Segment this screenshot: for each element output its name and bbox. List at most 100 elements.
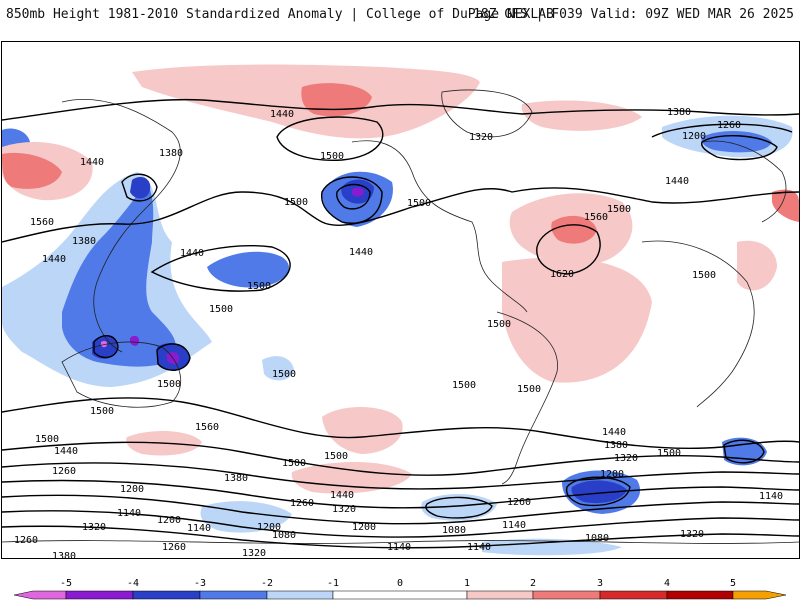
contour-low-1380 xyxy=(121,173,158,202)
contour-label: 1320 xyxy=(469,132,493,143)
contour-label: 1260 xyxy=(162,542,186,553)
neg-anomaly-strong-1 xyxy=(130,177,151,199)
pos-anomaly-natl-core xyxy=(551,215,597,244)
contour-low-ne2 xyxy=(651,123,793,138)
neg-anomaly-eurasia-core xyxy=(62,182,176,367)
valid-time: 18Z GFS | F039 Valid: 09Z WED MAR 26 202… xyxy=(473,7,794,22)
colorbar-tick: -3 xyxy=(194,578,206,589)
contour-label: 1560 xyxy=(584,212,608,223)
swatch-neg4 xyxy=(65,590,134,600)
colorbar-tick: 1 xyxy=(464,578,470,589)
coast-greenland xyxy=(441,89,533,138)
pos-anomaly-arabia xyxy=(737,240,777,291)
contour-label: 1260 xyxy=(14,535,38,546)
contour-1380-north xyxy=(521,109,799,116)
contour-high-natl xyxy=(536,224,601,275)
neg-anomaly-spac xyxy=(421,493,497,521)
contour-label: 1500 xyxy=(90,406,114,417)
contour-label: 1320 xyxy=(82,522,106,533)
contour-low-sio xyxy=(723,439,765,464)
height-contours xyxy=(2,98,799,549)
contour-label: 1200 xyxy=(120,484,144,495)
contour-label: 1440 xyxy=(665,176,689,187)
coast-africa xyxy=(641,240,755,408)
coast-antarctica xyxy=(2,540,799,544)
contour-label: 1080 xyxy=(272,530,296,541)
contour-label: 1380 xyxy=(72,236,96,247)
contour-label: 1620 xyxy=(550,269,574,280)
contour-low-spac xyxy=(425,496,493,519)
header: 850mb Height 1981-2010 Standardized Anom… xyxy=(0,0,800,36)
coastlines xyxy=(2,89,799,544)
pos-anomaly-europe-core xyxy=(2,152,62,189)
contour-label: 1080 xyxy=(442,525,466,536)
swatch-pos4 xyxy=(666,590,734,600)
contour-label: 1320 xyxy=(680,529,704,540)
contour-label: 1500 xyxy=(209,304,233,315)
contour-1440-south xyxy=(2,441,799,476)
contour-label: 1140 xyxy=(187,523,211,534)
contour-label: 1080 xyxy=(585,533,609,544)
contour-label: 1440 xyxy=(330,490,354,501)
contour-high-arctic xyxy=(276,116,384,161)
contour-label: 1500 xyxy=(324,451,348,462)
neg-anomaly-core-2 xyxy=(130,335,140,346)
swatch-neg5 xyxy=(13,590,67,600)
colorbar-swatches xyxy=(13,590,787,600)
pos-anomaly-spac xyxy=(322,406,403,454)
contour-label: 1140 xyxy=(387,542,411,553)
colorbar-tick: 3 xyxy=(597,578,603,589)
contour-label: 1560 xyxy=(195,422,219,433)
pos-anomaly-arctic-e xyxy=(521,100,642,131)
contour-1260-south xyxy=(2,494,799,525)
contour-1500-south xyxy=(2,397,799,449)
contour-label: 1560 xyxy=(30,217,54,228)
pos-anomaly-spac2 xyxy=(291,462,412,494)
contour-label: 1140 xyxy=(117,508,141,519)
contour-label: 1200 xyxy=(257,522,281,533)
colorbar: -5 -4 -3 -2 -1 0 1 2 3 4 5 xyxy=(13,578,787,600)
contour-low-npac2 xyxy=(336,183,371,210)
colorbar-tick: -4 xyxy=(127,578,139,589)
anomaly-fills xyxy=(2,64,799,556)
colorbar-tick: -1 xyxy=(327,578,339,589)
contour-label: 1500 xyxy=(657,448,681,459)
contour-label: 1500 xyxy=(282,458,306,469)
contour-label: 1440 xyxy=(54,446,78,457)
contour-label: 1260 xyxy=(290,498,314,509)
contour-label: 1380 xyxy=(667,107,691,118)
contour-label: 1500 xyxy=(607,204,631,215)
contour-label: 1140 xyxy=(467,542,491,553)
swatch-pos5 xyxy=(732,590,787,600)
contour-label: 1440 xyxy=(270,109,294,120)
contour-label: 1260 xyxy=(717,120,741,131)
contour-label: 1320 xyxy=(614,453,638,464)
pos-anomaly-atl-trop xyxy=(502,257,652,383)
neg-anomaly-wpac2 xyxy=(262,356,294,381)
contour-label: 1500 xyxy=(157,379,181,390)
contour-label: 1380 xyxy=(52,551,76,559)
colorbar-tick: -5 xyxy=(60,578,72,589)
swatch-neg2 xyxy=(199,590,268,600)
neg-anomaly-wpac xyxy=(207,251,290,288)
swatch-neg3 xyxy=(132,590,201,600)
contour-1440-north xyxy=(2,98,523,121)
colorbar-tick: 0 xyxy=(397,578,403,589)
coast-north-america xyxy=(351,140,528,313)
colorbar-tick-labels: -5 -4 -3 -2 -1 0 1 2 3 4 5 xyxy=(60,578,736,589)
pos-anomaly-far-east xyxy=(772,189,799,222)
contour-low-ne xyxy=(700,134,778,161)
contour-1140-south xyxy=(2,525,799,549)
contour-label: 1380 xyxy=(224,473,248,484)
contour-label: 1500 xyxy=(35,434,59,445)
contour-label: 1140 xyxy=(759,491,783,502)
contour-label: 1200 xyxy=(352,522,376,533)
colorbar-tick: -2 xyxy=(261,578,273,589)
contour-label: 1500 xyxy=(407,198,431,209)
contour-label: 1380 xyxy=(159,148,183,159)
contour-label: 1320 xyxy=(242,548,266,559)
contour-label: 1440 xyxy=(349,247,373,258)
swatch-pos1 xyxy=(466,590,534,600)
contour-label: 1500 xyxy=(517,384,541,395)
colorbar-tick: 2 xyxy=(530,578,536,589)
